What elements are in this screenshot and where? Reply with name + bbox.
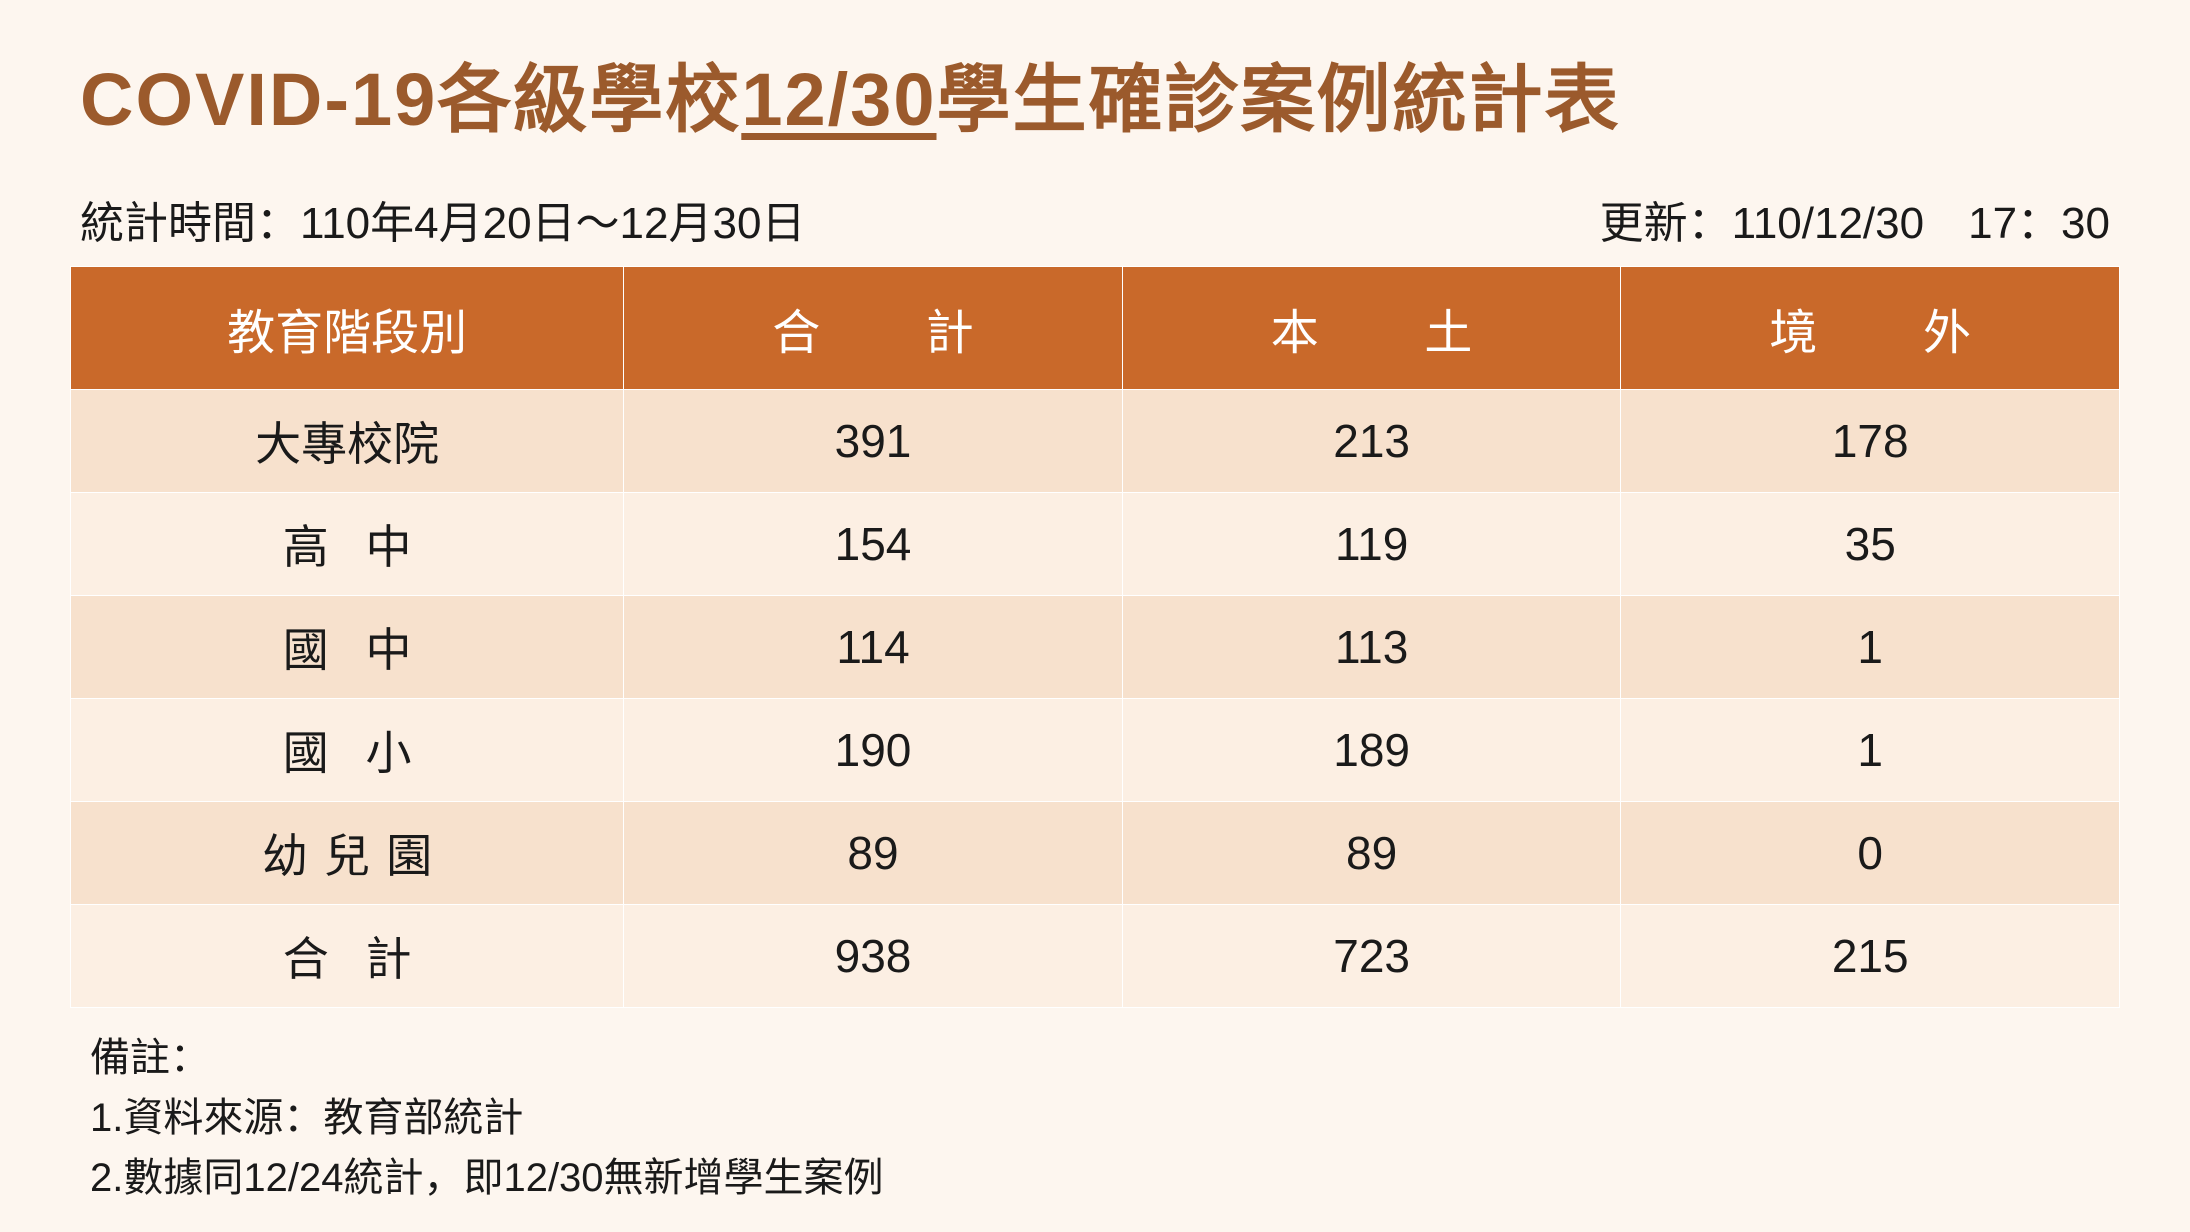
- col-total: 合 計: [624, 267, 1123, 390]
- cell-foreign: 1: [1621, 596, 2120, 699]
- cell-foreign: 178: [1621, 390, 2120, 493]
- col-foreign: 境 外: [1621, 267, 2120, 390]
- cell-foreign: 35: [1621, 493, 2120, 596]
- cell-total: 154: [624, 493, 1123, 596]
- table-row: 高中15411935: [71, 493, 2120, 596]
- table-row: 幼兒園89890: [71, 802, 2120, 905]
- cell-local: 119: [1122, 493, 1621, 596]
- page-title: COVID-19各級學校12/30學生確診案例統計表: [80, 40, 2120, 147]
- title-prefix: COVID-19各級學校: [80, 58, 741, 141]
- title-suffix: 學生確診案例統計表: [937, 58, 1621, 141]
- stat-period: 統計時間：110年4月20日～12月30日: [80, 187, 805, 251]
- cell-local: 189: [1122, 699, 1621, 802]
- table-row: 大專校院391213178: [71, 390, 2120, 493]
- table-header-row: 教育階段別 合 計 本 土 境 外: [71, 267, 2120, 390]
- cell-level: 國中: [71, 596, 624, 699]
- cell-local: 113: [1122, 596, 1621, 699]
- meta-row: 統計時間：110年4月20日～12月30日 更新：110/12/30 17：30: [70, 187, 2120, 251]
- cell-total: 89: [624, 802, 1123, 905]
- col-level: 教育階段別: [71, 267, 624, 390]
- cell-local: 723: [1122, 905, 1621, 1008]
- notes: 備註： 1.資料來源：教育部統計 2.數據同12/24統計，即12/30無新增學…: [70, 1028, 2120, 1208]
- updated-time: 更新：110/12/30 17：30: [1600, 187, 2110, 251]
- cell-total: 391: [624, 390, 1123, 493]
- cell-level: 合計: [71, 905, 624, 1008]
- cell-foreign: 215: [1621, 905, 2120, 1008]
- cell-local: 213: [1122, 390, 1621, 493]
- cases-table: 教育階段別 合 計 本 土 境 外 大專校院391213178高中1541193…: [70, 266, 2120, 1008]
- note-line: 1.資料來源：教育部統計: [90, 1088, 2120, 1148]
- table-row: 合計938723215: [71, 905, 2120, 1008]
- cell-total: 938: [624, 905, 1123, 1008]
- col-local: 本 土: [1122, 267, 1621, 390]
- cell-level: 大專校院: [71, 390, 624, 493]
- cell-local: 89: [1122, 802, 1621, 905]
- title-date: 12/30: [741, 58, 936, 141]
- cell-level: 國小: [71, 699, 624, 802]
- note-line: 2.數據同12/24統計，即12/30無新增學生案例: [90, 1148, 2120, 1208]
- table-row: 國小1901891: [71, 699, 2120, 802]
- table-row: 國中1141131: [71, 596, 2120, 699]
- notes-header: 備註：: [90, 1028, 2120, 1088]
- cell-level: 高中: [71, 493, 624, 596]
- cell-foreign: 1: [1621, 699, 2120, 802]
- cell-total: 114: [624, 596, 1123, 699]
- table-body: 大專校院391213178高中15411935國中1141131國小190189…: [71, 390, 2120, 1008]
- cell-level: 幼兒園: [71, 802, 624, 905]
- cell-total: 190: [624, 699, 1123, 802]
- cell-foreign: 0: [1621, 802, 2120, 905]
